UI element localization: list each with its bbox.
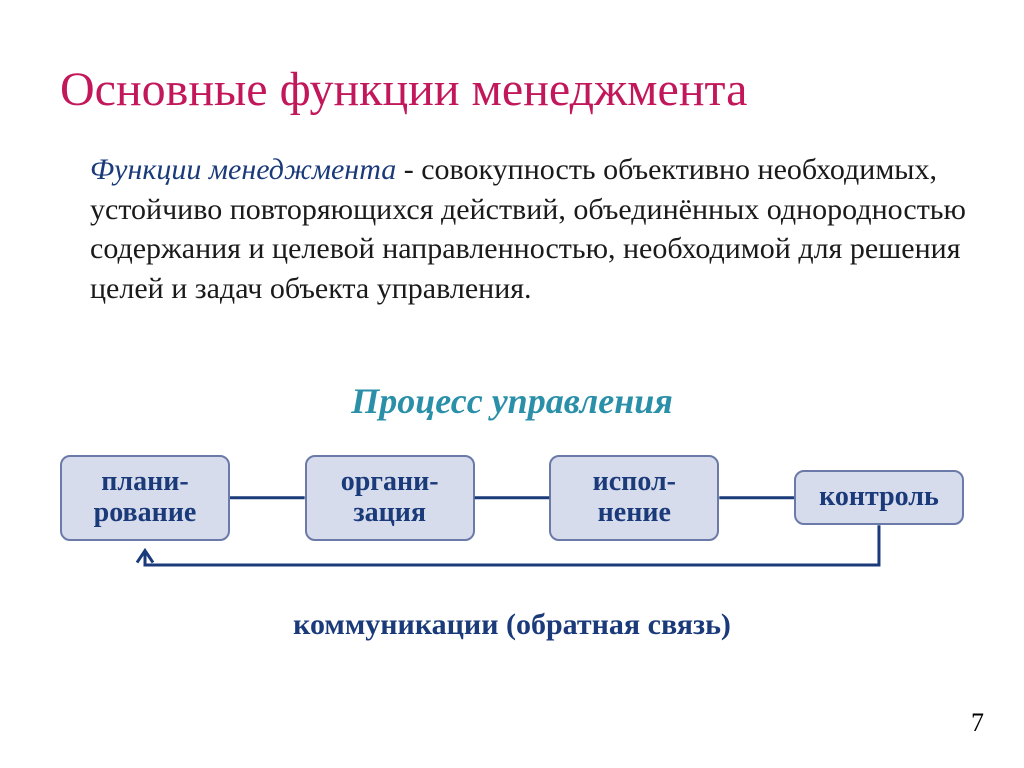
process-box-execution: испол- нение <box>549 455 719 541</box>
box-label: нение <box>598 497 671 528</box>
process-box-organization: органи- зация <box>305 455 475 541</box>
feedback-label: коммуникации (обратная связь) <box>0 608 1024 642</box>
definition-term: Функции менеджмента <box>90 153 396 186</box>
process-box-control: контроль <box>794 470 964 525</box>
box-label: испол- <box>593 466 676 497</box>
process-box-planning: плани- рование <box>60 455 230 541</box>
slide-title: Основные функции менеджмента <box>60 62 747 117</box>
process-subtitle: Процесс управления <box>0 380 1024 422</box>
process-flow-row: плани- рование органи- зация испол- нени… <box>60 455 964 541</box>
box-label: рование <box>94 497 197 528</box>
box-label: контроль <box>819 481 939 512</box>
box-label: органи- <box>341 466 439 497</box>
page-number: 7 <box>971 708 984 738</box>
box-label: зация <box>353 497 426 528</box>
box-label: плани- <box>101 466 188 497</box>
definition-paragraph: Функции менеджмента - совокупность объек… <box>90 150 1024 308</box>
